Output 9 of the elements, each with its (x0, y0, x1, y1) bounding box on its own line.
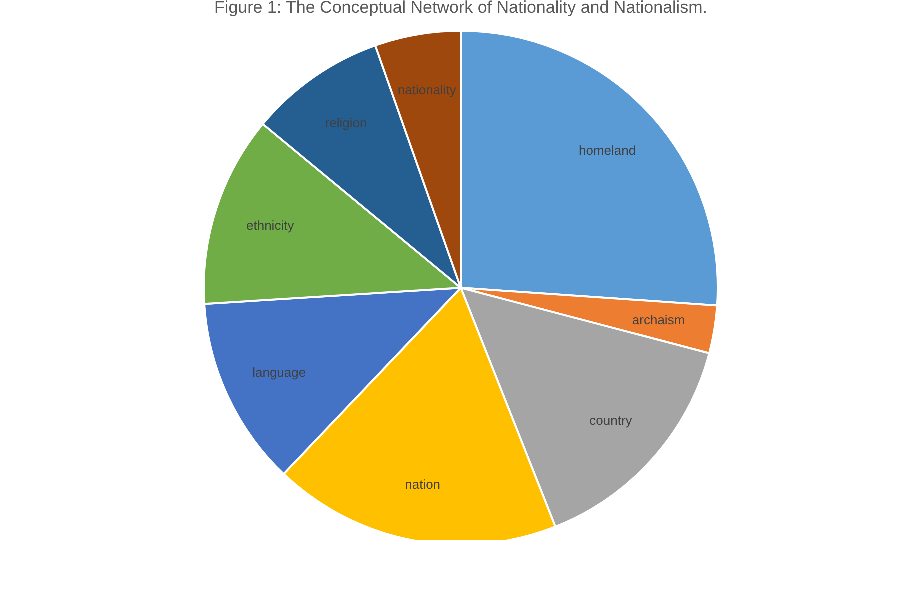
slice-label: homeland (579, 143, 636, 158)
slice-label: language (252, 364, 306, 380)
slice-label: nationality (398, 82, 457, 98)
slice-label: country (590, 413, 633, 428)
slice-label: religion (325, 116, 368, 131)
slice-label: archaism (632, 312, 686, 328)
chart-title: Figure 1: The Conceptual Network of Nationality and Nationalism. (214, 0, 708, 17)
slice-label: ethnicity (246, 218, 295, 234)
slice-label: nation (405, 476, 441, 492)
